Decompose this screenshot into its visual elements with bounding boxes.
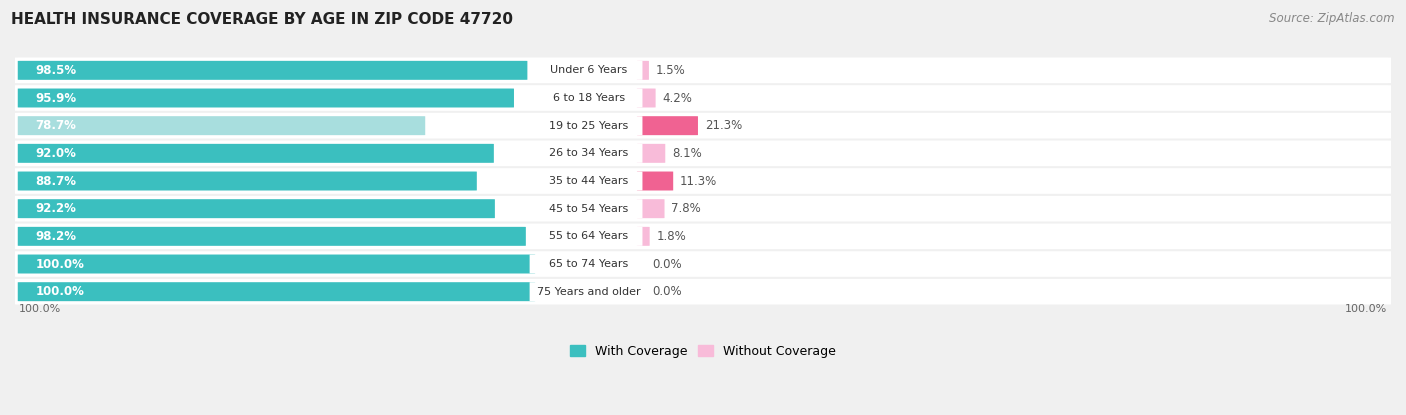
Text: 98.5%: 98.5% — [35, 64, 77, 77]
FancyBboxPatch shape — [637, 227, 650, 246]
Text: 35 to 44 Years: 35 to 44 Years — [550, 176, 628, 186]
FancyBboxPatch shape — [18, 254, 536, 273]
FancyBboxPatch shape — [530, 144, 643, 163]
FancyBboxPatch shape — [15, 224, 1391, 249]
Text: 6 to 18 Years: 6 to 18 Years — [553, 93, 624, 103]
Text: 88.7%: 88.7% — [35, 175, 77, 188]
Text: 78.7%: 78.7% — [35, 119, 76, 132]
FancyBboxPatch shape — [18, 61, 527, 80]
FancyBboxPatch shape — [15, 58, 1391, 83]
Text: 92.0%: 92.0% — [35, 147, 76, 160]
FancyBboxPatch shape — [18, 171, 477, 190]
Text: 100.0%: 100.0% — [20, 304, 62, 314]
FancyBboxPatch shape — [18, 227, 526, 246]
FancyBboxPatch shape — [637, 171, 673, 190]
Text: 4.2%: 4.2% — [662, 91, 692, 105]
Text: Under 6 Years: Under 6 Years — [550, 65, 627, 76]
Text: 100.0%: 100.0% — [35, 258, 84, 271]
Text: 11.3%: 11.3% — [681, 175, 717, 188]
Text: 1.5%: 1.5% — [655, 64, 686, 77]
Text: 21.3%: 21.3% — [704, 119, 742, 132]
Text: 19 to 25 Years: 19 to 25 Years — [550, 121, 628, 131]
FancyBboxPatch shape — [15, 113, 1391, 139]
Text: 45 to 54 Years: 45 to 54 Years — [550, 204, 628, 214]
FancyBboxPatch shape — [15, 279, 1391, 305]
FancyBboxPatch shape — [15, 251, 1391, 277]
FancyBboxPatch shape — [530, 282, 643, 301]
FancyBboxPatch shape — [637, 199, 665, 218]
FancyBboxPatch shape — [637, 144, 665, 163]
Text: 92.2%: 92.2% — [35, 202, 76, 215]
FancyBboxPatch shape — [530, 61, 643, 80]
FancyBboxPatch shape — [530, 88, 643, 107]
FancyBboxPatch shape — [18, 282, 536, 301]
FancyBboxPatch shape — [15, 196, 1391, 222]
Text: 0.0%: 0.0% — [652, 285, 682, 298]
FancyBboxPatch shape — [18, 144, 494, 163]
FancyBboxPatch shape — [18, 88, 515, 107]
Text: 100.0%: 100.0% — [1344, 304, 1386, 314]
Text: 75 Years and older: 75 Years and older — [537, 287, 641, 297]
FancyBboxPatch shape — [637, 61, 650, 80]
FancyBboxPatch shape — [530, 199, 643, 218]
Text: 98.2%: 98.2% — [35, 230, 77, 243]
Text: 1.8%: 1.8% — [657, 230, 686, 243]
Text: 100.0%: 100.0% — [35, 285, 84, 298]
Text: 95.9%: 95.9% — [35, 91, 77, 105]
FancyBboxPatch shape — [15, 141, 1391, 166]
FancyBboxPatch shape — [15, 168, 1391, 194]
FancyBboxPatch shape — [637, 88, 655, 107]
Text: 8.1%: 8.1% — [672, 147, 702, 160]
Text: HEALTH INSURANCE COVERAGE BY AGE IN ZIP CODE 47720: HEALTH INSURANCE COVERAGE BY AGE IN ZIP … — [11, 12, 513, 27]
FancyBboxPatch shape — [637, 116, 697, 135]
Text: 65 to 74 Years: 65 to 74 Years — [550, 259, 628, 269]
FancyBboxPatch shape — [18, 199, 495, 218]
FancyBboxPatch shape — [15, 85, 1391, 111]
FancyBboxPatch shape — [530, 116, 643, 135]
Text: 7.8%: 7.8% — [672, 202, 702, 215]
FancyBboxPatch shape — [18, 116, 425, 135]
Text: 0.0%: 0.0% — [652, 258, 682, 271]
FancyBboxPatch shape — [530, 254, 643, 273]
Text: 55 to 64 Years: 55 to 64 Years — [550, 231, 628, 242]
Text: 26 to 34 Years: 26 to 34 Years — [550, 148, 628, 159]
Text: Source: ZipAtlas.com: Source: ZipAtlas.com — [1270, 12, 1395, 25]
Legend: With Coverage, Without Coverage: With Coverage, Without Coverage — [565, 339, 841, 363]
FancyBboxPatch shape — [530, 227, 643, 246]
FancyBboxPatch shape — [530, 171, 643, 190]
